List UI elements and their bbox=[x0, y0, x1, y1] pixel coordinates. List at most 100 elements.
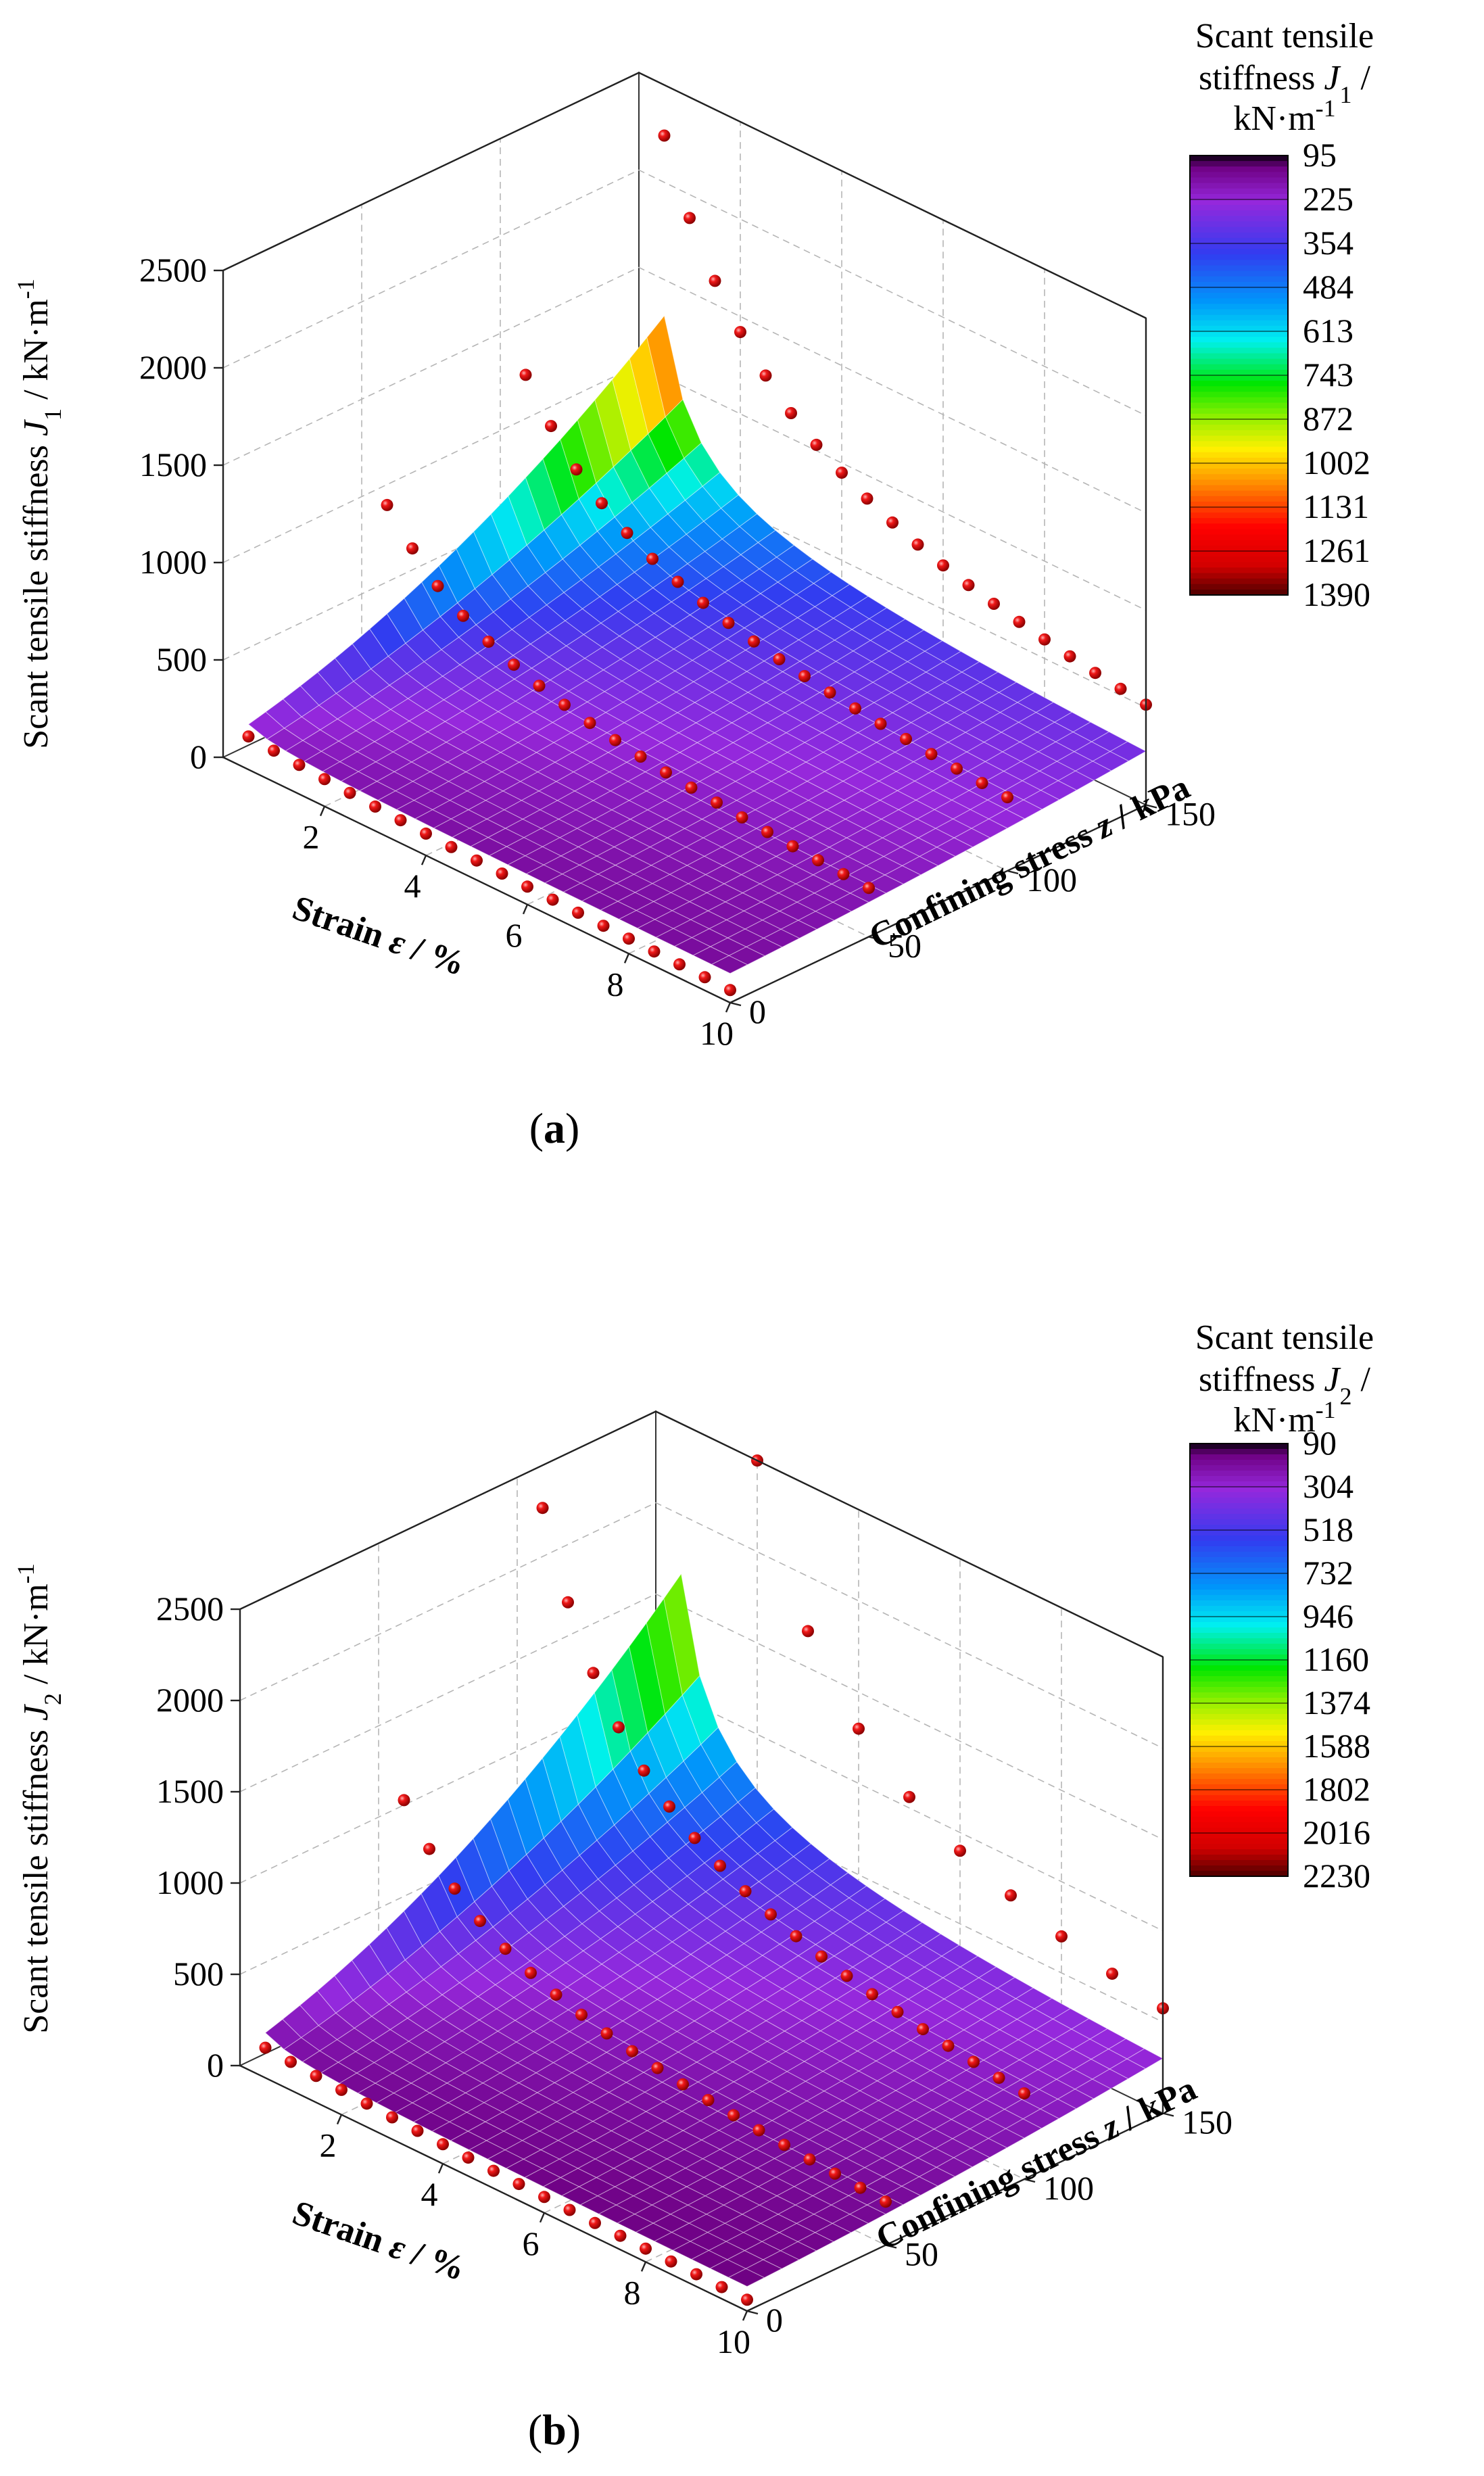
colorbar-tick-label: 90 bbox=[1303, 1424, 1337, 1462]
colorbar-band bbox=[1190, 589, 1288, 596]
measured-point bbox=[1114, 682, 1127, 695]
measured-point bbox=[545, 420, 557, 433]
measured-point bbox=[942, 2039, 955, 2052]
z-tick-label: 0 bbox=[207, 2046, 224, 2084]
colorbar-band bbox=[1190, 1849, 1288, 1855]
measured-point bbox=[572, 906, 584, 919]
surface-patch bbox=[961, 661, 999, 683]
measured-point bbox=[242, 730, 255, 743]
measured-point bbox=[621, 527, 633, 540]
measured-point bbox=[684, 212, 696, 224]
measured-point bbox=[836, 467, 848, 479]
measured-point bbox=[1063, 650, 1076, 663]
z-tick-label: 1500 bbox=[139, 446, 207, 483]
z-tick-label: 1500 bbox=[156, 1772, 224, 1810]
y-tick-label: 50 bbox=[888, 927, 921, 965]
colorbar-band bbox=[1190, 156, 1288, 162]
measured-point bbox=[759, 369, 772, 382]
panel-a-markers bbox=[242, 129, 1152, 997]
measured-point bbox=[677, 2078, 689, 2091]
colorbar-tick-label: 1802 bbox=[1303, 1770, 1370, 1808]
x-tick-label: 10 bbox=[717, 2323, 750, 2360]
surface-patch bbox=[646, 314, 684, 418]
panel-a-z-axis-title: Scant tensile stiffness J1 / kN·m-1 bbox=[12, 279, 66, 749]
colorbar-band bbox=[1190, 1865, 1288, 1872]
x-axis-line bbox=[239, 2064, 748, 2312]
colorbar-band bbox=[1190, 567, 1288, 574]
measured-point bbox=[1001, 791, 1013, 804]
colorbar-band bbox=[1190, 1703, 1288, 1709]
colorbar-band bbox=[1190, 270, 1288, 277]
colorbar-band bbox=[1190, 1487, 1288, 1493]
colorbar-band bbox=[1190, 419, 1288, 425]
measured-point bbox=[790, 1930, 803, 1943]
colorbar-band bbox=[1190, 1790, 1288, 1796]
measured-point bbox=[597, 920, 610, 932]
colorbar-band bbox=[1190, 1530, 1288, 1536]
measured-point bbox=[558, 698, 571, 711]
colorbar-band bbox=[1190, 227, 1288, 233]
colorbar-tick-label: 2230 bbox=[1303, 1857, 1370, 1895]
measured-point bbox=[563, 2204, 576, 2216]
colorbar-band bbox=[1190, 518, 1288, 525]
measured-point bbox=[886, 516, 899, 529]
top-edge-line bbox=[655, 1410, 1164, 1658]
panel-b-surface bbox=[264, 1573, 1164, 2287]
colorbar-band bbox=[1190, 1638, 1288, 1644]
y-tick-label: 150 bbox=[1182, 2103, 1232, 2141]
colorbar-band bbox=[1190, 1682, 1288, 1688]
colorbar-band bbox=[1190, 446, 1288, 453]
measured-point bbox=[386, 2111, 398, 2124]
x-tick-label: 8 bbox=[624, 2273, 641, 2311]
surface-patch bbox=[887, 618, 925, 641]
colorbar-band bbox=[1190, 1860, 1288, 1866]
x-tick bbox=[742, 2310, 748, 2321]
measured-point bbox=[589, 2216, 601, 2229]
measured-point bbox=[671, 575, 684, 588]
surface-patch bbox=[924, 640, 961, 663]
measured-point bbox=[765, 1908, 777, 1921]
colorbar-band bbox=[1190, 337, 1288, 343]
colorbar-band bbox=[1190, 1644, 1288, 1650]
measured-point bbox=[360, 2097, 373, 2110]
colorbar-band bbox=[1190, 293, 1288, 300]
colorbar-band bbox=[1190, 413, 1288, 420]
colorbar-tick-label: 304 bbox=[1303, 1467, 1354, 1505]
panel-a-label: (a) bbox=[529, 1104, 580, 1152]
colorbar-band bbox=[1190, 1687, 1288, 1693]
surface-patch bbox=[1034, 1997, 1071, 2020]
panel-a-colorbar: 95 225 354 484 613 743 872 1002 1131 1261 1390 bbox=[1189, 136, 1370, 613]
z-tick-label: 500 bbox=[173, 1955, 224, 1993]
colorbar-band bbox=[1190, 386, 1288, 393]
measured-point bbox=[976, 777, 988, 790]
panel-a-colorbar-title-line1: Scant tensile bbox=[1195, 17, 1374, 55]
colorbar-band bbox=[1190, 1844, 1288, 1850]
colorbar-tick-label: 946 bbox=[1303, 1597, 1354, 1635]
x-tick bbox=[319, 806, 326, 817]
panel-b-colorbar-title-line2: stiffness J2 / bbox=[1199, 1360, 1370, 1410]
measured-point bbox=[903, 1790, 915, 1803]
measured-point bbox=[406, 542, 418, 555]
colorbar-band bbox=[1190, 331, 1288, 337]
colorbar-band bbox=[1190, 188, 1288, 195]
surface-patch bbox=[702, 471, 739, 509]
colorbar-band bbox=[1190, 1546, 1288, 1552]
y-tick bbox=[1145, 804, 1157, 809]
colorbar-band bbox=[1190, 523, 1288, 530]
surface-patch bbox=[684, 442, 721, 487]
measured-point bbox=[812, 854, 824, 867]
colorbar-band bbox=[1190, 1746, 1288, 1753]
panel-a-colorbar-title-line3: kN·m-1 bbox=[1233, 95, 1335, 138]
measured-point bbox=[925, 748, 938, 761]
colorbar-band bbox=[1190, 172, 1288, 178]
measured-point bbox=[423, 1842, 435, 1855]
x-tick-label: 10 bbox=[700, 1014, 734, 1052]
measured-point bbox=[663, 1800, 675, 1813]
measured-point bbox=[1038, 633, 1051, 646]
x-tick-label: 6 bbox=[506, 916, 523, 954]
x-tick bbox=[725, 1002, 732, 1013]
colorbar-band bbox=[1190, 1525, 1288, 1531]
measured-point bbox=[917, 2023, 929, 2036]
x-tick bbox=[623, 953, 630, 963]
measured-point bbox=[688, 1832, 701, 1844]
